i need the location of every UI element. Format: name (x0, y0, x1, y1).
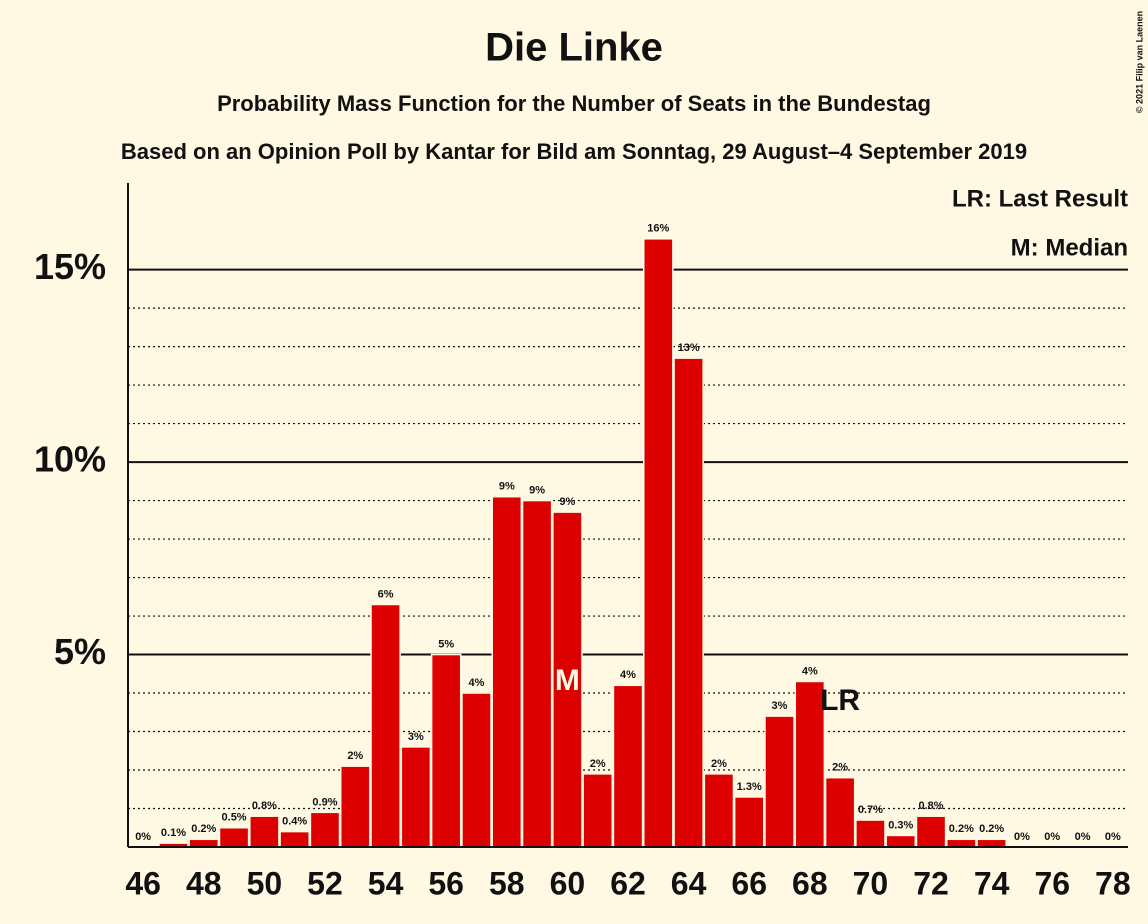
bar (703, 773, 735, 848)
value-label: 0.3% (888, 819, 913, 831)
bar (309, 811, 341, 848)
value-label: 0% (135, 831, 151, 843)
x-tick-label: 62 (610, 865, 646, 901)
bar (339, 765, 371, 848)
value-label: 13% (678, 342, 700, 354)
x-tick-label: 66 (731, 865, 767, 901)
value-label: 0.9% (312, 796, 337, 808)
value-label: 3% (772, 700, 788, 712)
value-label: 2% (347, 750, 363, 762)
value-label: 3% (408, 731, 424, 743)
bar (400, 746, 432, 848)
y-tick-label: 5% (54, 631, 106, 672)
bar (491, 495, 523, 848)
bar (430, 653, 462, 848)
median-marker: M (555, 664, 580, 697)
value-label: 0% (1014, 831, 1030, 843)
x-tick-label: 74 (974, 865, 1010, 901)
value-label: 9% (529, 484, 545, 496)
value-label: 16% (647, 223, 669, 235)
bar (612, 684, 644, 848)
value-label: 0.2% (949, 823, 974, 835)
x-tick-label: 56 (428, 865, 464, 901)
value-label: 0.8% (918, 800, 943, 812)
value-label: 0.8% (252, 800, 277, 812)
x-tick-label: 58 (489, 865, 525, 901)
bar (946, 838, 977, 848)
bar (188, 838, 220, 848)
bar (885, 834, 917, 848)
value-label: 4% (469, 677, 485, 689)
bar (218, 827, 250, 848)
x-tick-label: 48 (186, 865, 222, 901)
bar (643, 238, 674, 848)
value-label: 0.5% (222, 812, 247, 824)
x-tick-label: 64 (671, 865, 707, 901)
value-label: 5% (438, 638, 454, 650)
x-tick-label: 52 (307, 865, 343, 901)
bar (764, 715, 795, 848)
value-label: 0.1% (161, 827, 186, 839)
bar (582, 773, 613, 848)
value-label: 0.4% (282, 816, 307, 828)
legend-entry: M: Median (1011, 234, 1128, 261)
bar (915, 815, 947, 848)
value-label: 0.7% (858, 804, 883, 816)
value-label: 0% (1105, 831, 1121, 843)
x-tick-label: 78 (1095, 865, 1131, 901)
value-label: 9% (559, 496, 575, 508)
x-tick-label: 50 (247, 865, 283, 901)
x-tick-label: 68 (792, 865, 828, 901)
copyright: © 2021 Filip van Laenen (1134, 11, 1144, 113)
value-label: 0% (1075, 831, 1091, 843)
chart-subtitle: Based on an Opinion Poll by Kantar for B… (121, 139, 1027, 164)
value-label: 0% (1044, 831, 1060, 843)
bar (733, 796, 765, 848)
bar (552, 511, 583, 848)
x-tick-label: 72 (913, 865, 949, 901)
x-tick-label: 54 (368, 865, 404, 901)
bar (824, 776, 856, 848)
y-tick-label: 10% (34, 439, 106, 480)
value-label: 4% (802, 665, 818, 677)
bar (521, 499, 553, 848)
bar (279, 830, 310, 848)
bar (673, 357, 704, 848)
value-label: 9% (499, 481, 515, 493)
chart-title: Die Linke (485, 26, 663, 70)
x-tick-label: 46 (125, 865, 161, 901)
value-label: 6% (378, 588, 394, 600)
value-label: 0.2% (979, 823, 1004, 835)
value-label: 2% (590, 758, 606, 770)
bar (976, 838, 1007, 848)
value-label: 2% (832, 762, 848, 774)
bar (461, 692, 492, 848)
x-tick-label: 76 (1034, 865, 1070, 901)
legend-entry: LR: Last Result (952, 185, 1128, 212)
bar (370, 603, 401, 848)
x-tick-label: 70 (853, 865, 889, 901)
bar (249, 815, 280, 848)
value-label: 4% (620, 669, 636, 681)
x-tick-label: 60 (550, 865, 586, 901)
last-result-marker: LR (820, 684, 860, 717)
value-label: 2% (711, 758, 727, 770)
bar (855, 819, 886, 848)
chart-subtitle: Probability Mass Function for the Number… (217, 91, 931, 116)
value-label: 0.2% (191, 823, 216, 835)
y-tick-label: 15% (34, 246, 106, 287)
value-label: 1.3% (737, 781, 762, 793)
